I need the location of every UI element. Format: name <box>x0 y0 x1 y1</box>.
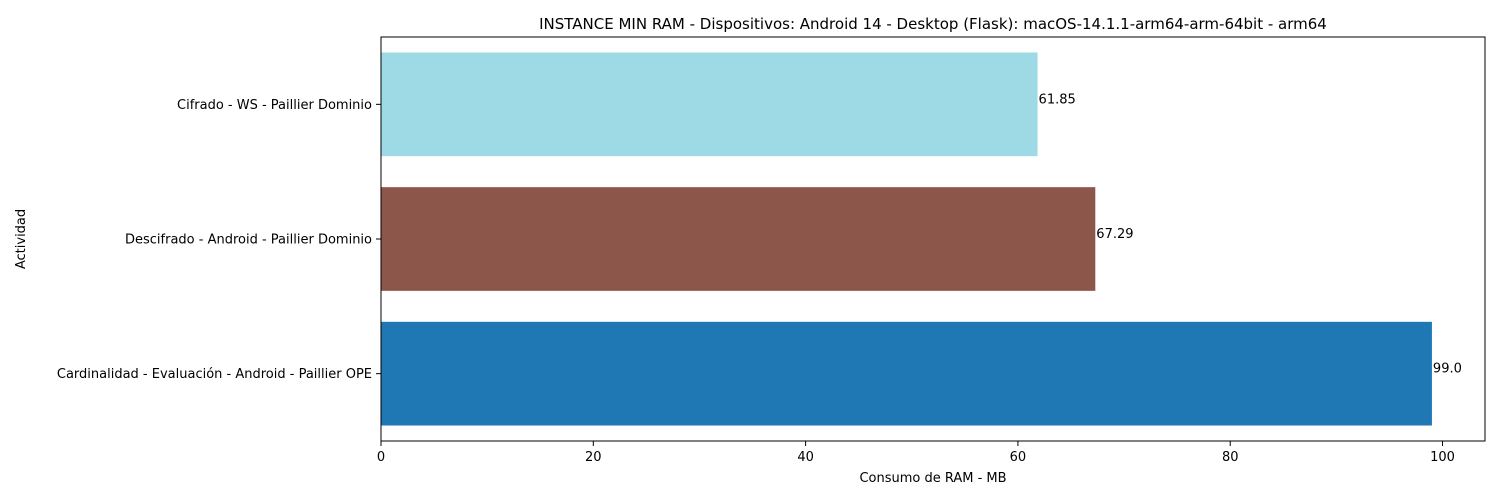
bar <box>381 187 1096 291</box>
bars-layer <box>381 52 1432 426</box>
x-axis: 0 20 40 60 80 100 <box>377 441 1455 465</box>
x-tick-label: 0 <box>377 450 385 465</box>
y-tick-label: Descifrado - Android - Paillier Dominio <box>125 233 372 248</box>
x-tick-label: 40 <box>797 450 814 465</box>
y-tick-label: Cardinalidad - Evaluación - Android - Pa… <box>57 367 372 382</box>
bar <box>381 52 1038 157</box>
bar-value-label: 61.85 <box>1039 92 1076 107</box>
value-labels-layer: 99.0 67.29 61.85 <box>1039 92 1462 376</box>
y-axis: Cardinalidad - Evaluación - Android - Pa… <box>57 98 381 382</box>
x-tick-label: 100 <box>1430 450 1455 465</box>
x-tick-label: 20 <box>585 450 602 465</box>
chart-title: INSTANCE MIN RAM - Dispositivos: Android… <box>539 15 1327 33</box>
y-tick-label: Cifrado - WS - Paillier Dominio <box>177 98 372 113</box>
x-tick-label: 80 <box>1222 450 1239 465</box>
bar-value-label: 67.29 <box>1096 227 1133 242</box>
plot-frame <box>380 36 1486 442</box>
y-axis-label: Actividad <box>14 209 29 269</box>
bar <box>381 321 1432 426</box>
x-tick-label: 60 <box>1010 450 1027 465</box>
x-axis-label: Consumo de RAM - MB <box>859 471 1006 486</box>
bar-value-label: 99.0 <box>1433 362 1462 377</box>
